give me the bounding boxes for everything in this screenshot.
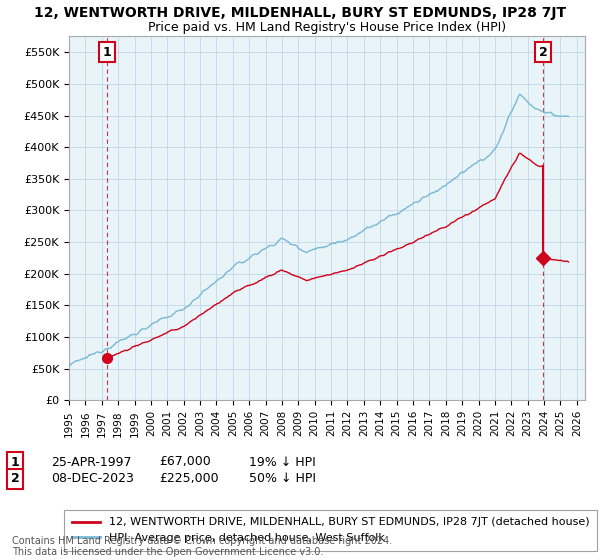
Text: 2: 2 [11, 472, 19, 486]
Text: 1: 1 [11, 455, 19, 469]
Text: 19% ↓ HPI: 19% ↓ HPI [249, 455, 316, 469]
Text: 25-APR-1997: 25-APR-1997 [51, 455, 131, 469]
Text: £67,000: £67,000 [159, 455, 211, 469]
Text: 08-DEC-2023: 08-DEC-2023 [51, 472, 134, 486]
Title: Price paid vs. HM Land Registry's House Price Index (HPI): Price paid vs. HM Land Registry's House … [148, 21, 506, 34]
Legend: 12, WENTWORTH DRIVE, MILDENHALL, BURY ST EDMUNDS, IP28 7JT (detached house), HPI: 12, WENTWORTH DRIVE, MILDENHALL, BURY ST… [64, 510, 597, 551]
Text: 1: 1 [103, 46, 112, 59]
Text: £225,000: £225,000 [159, 472, 218, 486]
Text: 12, WENTWORTH DRIVE, MILDENHALL, BURY ST EDMUNDS, IP28 7JT: 12, WENTWORTH DRIVE, MILDENHALL, BURY ST… [34, 6, 566, 20]
Text: Contains HM Land Registry data © Crown copyright and database right 2024.
This d: Contains HM Land Registry data © Crown c… [12, 535, 392, 557]
Text: 2: 2 [539, 46, 547, 59]
Text: 50% ↓ HPI: 50% ↓ HPI [249, 472, 316, 486]
